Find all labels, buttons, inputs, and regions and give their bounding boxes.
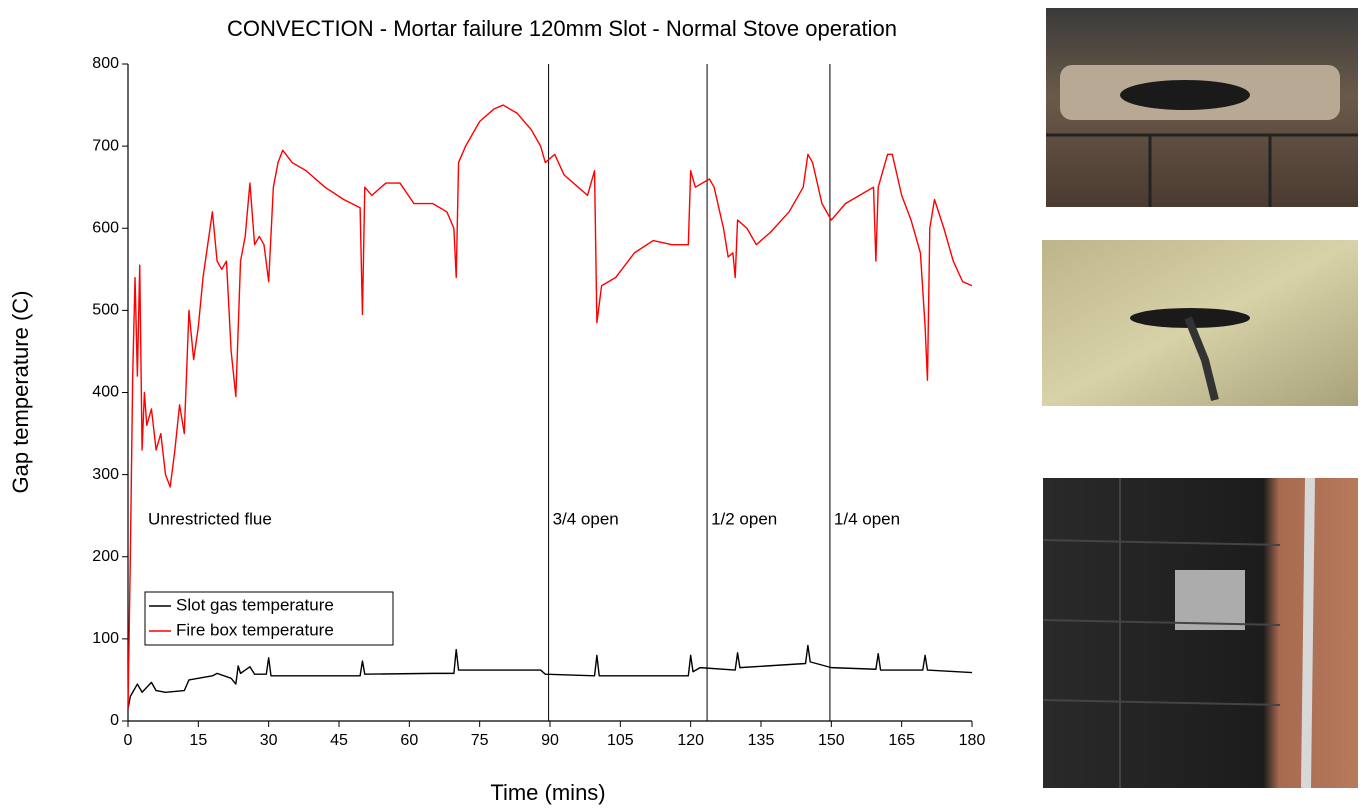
x-tick-label: 0: [124, 732, 133, 749]
x-tick-label: 60: [400, 732, 418, 749]
y-axis-label: Gap temperature (C): [8, 291, 33, 494]
x-tick-label: 15: [189, 732, 207, 749]
y-tick-label: 800: [92, 55, 119, 72]
photo-slot: [1046, 8, 1358, 207]
phase-label: 1/4 open: [834, 509, 900, 528]
y-tick-label: 600: [92, 219, 119, 236]
x-axis-label: Time (mins): [490, 780, 605, 805]
x-tick-label: 150: [818, 732, 845, 749]
x-tick-label: 30: [260, 732, 278, 749]
x-tick-label: 120: [677, 732, 704, 749]
y-tick-label: 400: [92, 384, 119, 401]
y-tick-label: 500: [92, 302, 119, 319]
y-tick-label: 700: [92, 137, 119, 154]
phase-label: 1/2 open: [711, 509, 777, 528]
legend-label: Fire box temperature: [176, 620, 334, 639]
y-tick-label: 0: [110, 712, 119, 729]
x-tick-label: 105: [607, 732, 634, 749]
x-tick-label: 90: [541, 732, 559, 749]
phase-label: Unrestricted flue: [148, 509, 272, 528]
plot-area: 0 100 200 300 400 500 600 700 800 0 15 30 45 60 75 90 10…: [92, 55, 985, 749]
x-tick-label: 75: [471, 732, 489, 749]
series-line: [127, 644, 973, 709]
y-tick-label: 300: [92, 466, 119, 483]
y-tick-label: 100: [92, 630, 119, 647]
x-tick-label: 45: [330, 732, 348, 749]
photo-insulation: [1042, 240, 1358, 406]
x-tick-label: 135: [748, 732, 775, 749]
x-tick-label: 180: [959, 732, 986, 749]
series-line: [127, 104, 973, 709]
phase-label: 3/4 open: [553, 509, 619, 528]
photo-firebox: [1042, 477, 1358, 789]
legend-box: [144, 591, 394, 646]
y-tick-label: 200: [92, 548, 119, 565]
chart-title: CONVECTION - Mortar failure 120mm Slot -…: [227, 16, 897, 41]
legend-label: Slot gas temperature: [176, 595, 334, 614]
x-tick-label: 165: [888, 732, 915, 749]
